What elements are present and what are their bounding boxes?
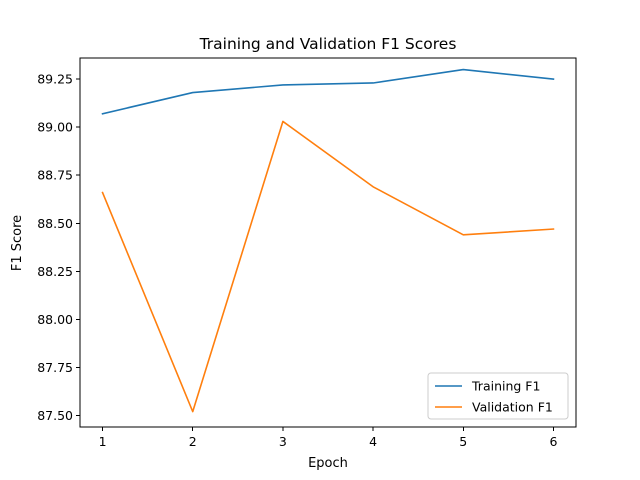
y-tick-label: 88.25 — [37, 264, 73, 279]
y-tick-label: 88.50 — [37, 216, 73, 231]
chart-title: Training and Validation F1 Scores — [199, 35, 457, 53]
y-tick-label: 87.75 — [37, 360, 73, 375]
series-line-validation — [101, 120, 555, 413]
y-tick-label: 89.25 — [37, 72, 73, 87]
x-tick-label: 3 — [279, 434, 287, 449]
x-tick-label: 1 — [99, 434, 107, 449]
legend-box — [427, 372, 569, 420]
x-tick-label: 5 — [459, 434, 467, 449]
y-tick-label: 88.00 — [37, 312, 73, 327]
x-tick-label: 2 — [189, 434, 197, 449]
legend: Training F1 Validation F1 — [427, 372, 569, 420]
x-tick-label: 4 — [369, 434, 377, 449]
y-tick-label: 89.00 — [37, 120, 73, 135]
series-line-training — [101, 68, 555, 115]
legend-label: Training F1 — [471, 379, 540, 394]
y-tick-label: 87.50 — [37, 408, 73, 423]
axes: 1 2 3 4 5 6 87.50 87.75 88.00 88.25 88.50 88.75 89.0… — [37, 57, 577, 449]
y-tick-label: 88.75 — [37, 168, 73, 183]
y-axis-title: F1 Score — [10, 215, 25, 271]
x-tick-label: 6 — [549, 434, 557, 449]
legend-label: Validation F1 — [472, 400, 553, 415]
plot-frame — [79, 57, 577, 428]
plot-area — [101, 68, 555, 413]
x-axis-title: Epoch — [308, 456, 348, 471]
